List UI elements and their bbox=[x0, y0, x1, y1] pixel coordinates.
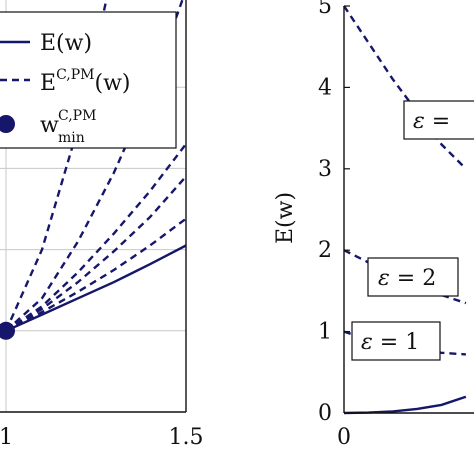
legend-label-approx: EC,PM(w) bbox=[40, 67, 130, 96]
right-y-axis-title: E(w) bbox=[273, 192, 298, 244]
legend-label-min-sub: min bbox=[58, 130, 85, 146]
left-x-tick-1: 1 bbox=[0, 425, 13, 450]
legend-marker bbox=[0, 115, 15, 133]
right-y-tick-5: 5 bbox=[318, 0, 332, 19]
left-series-3 bbox=[5, 143, 187, 332]
annotation-eps-2: ε = 2 bbox=[367, 257, 459, 297]
right-y-tick-1: 1 bbox=[318, 320, 332, 345]
right-series-0 bbox=[343, 395, 467, 415]
right-y-tick-4: 4 bbox=[318, 75, 332, 100]
right-y-tick-0: 0 bbox=[318, 401, 332, 426]
legend-label-min-sup: C,PM bbox=[58, 108, 96, 124]
right-y-tick-3: 3 bbox=[318, 157, 332, 182]
annotation-box-1 bbox=[351, 321, 441, 361]
legend-label-min: w bbox=[40, 113, 59, 138]
right-x-tick-0: 0 bbox=[337, 425, 351, 450]
annotation-eps-top: ε = bbox=[403, 100, 474, 140]
left-series-2 bbox=[5, 175, 187, 332]
annotation-box-top bbox=[403, 100, 474, 140]
annotation-box-2 bbox=[367, 257, 459, 297]
legend-box bbox=[0, 11, 177, 149]
right-y-tick-2: 2 bbox=[318, 238, 332, 263]
legend: E(w) EC,PM(w) C,PM w min bbox=[0, 11, 177, 149]
annotation-label-1: ε = 1 bbox=[361, 330, 419, 355]
right-y-ticks: 0 1 2 3 4 5 bbox=[318, 0, 350, 426]
left-series-1 bbox=[5, 217, 187, 332]
right-series-1 bbox=[343, 5, 467, 170]
annotation-label-top: ε = bbox=[413, 109, 450, 134]
left-panel: 1 1.5 E(w) EC,PM(w) C,PM w min bbox=[0, 0, 204, 450]
minimum-marker bbox=[0, 321, 15, 340]
left-series-0 bbox=[5, 244, 187, 332]
annotation-label-2: ε = 2 bbox=[378, 266, 436, 291]
annotation-eps-1: ε = 1 bbox=[351, 321, 441, 361]
right-panel: 0 1 2 3 4 5 0 E(w) ε = ε = 2 ε = 1 bbox=[273, 0, 474, 450]
legend-label-energy: E(w) bbox=[40, 31, 92, 56]
left-x-tick-2: 1.5 bbox=[169, 425, 204, 450]
